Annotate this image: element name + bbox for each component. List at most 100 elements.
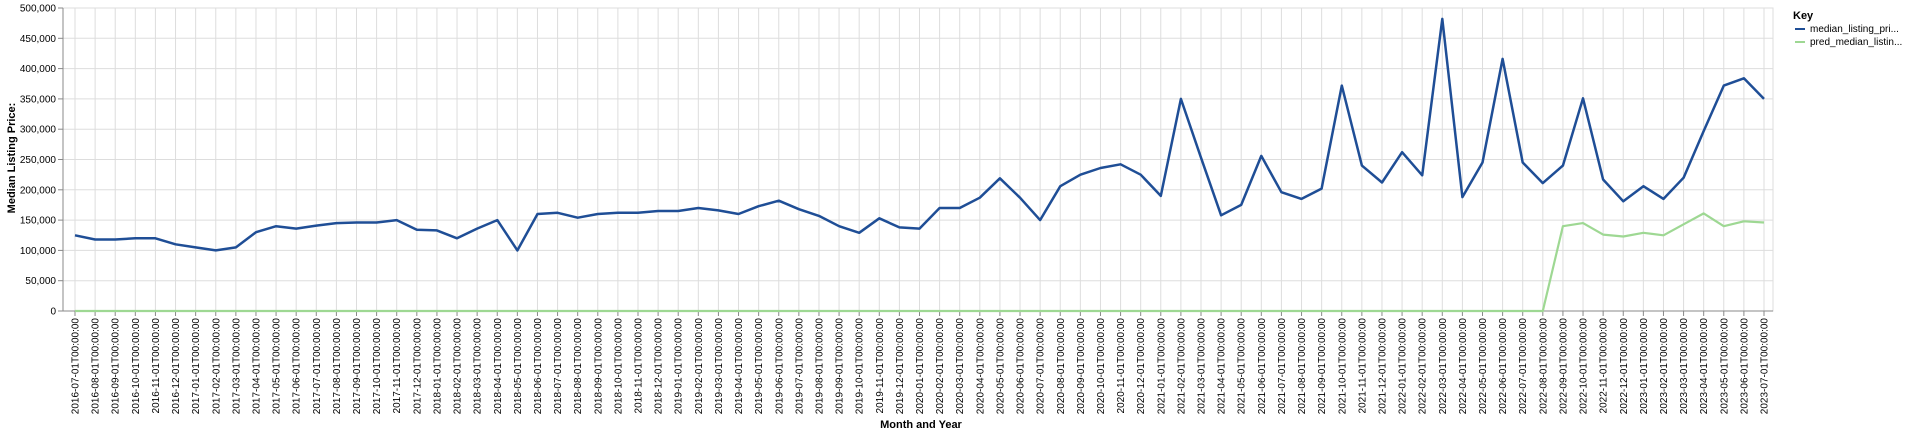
y-tick-label: 300,000 <box>20 125 57 136</box>
x-tick-label: 2022-05-01T00:00:00 <box>1478 318 1489 415</box>
x-tick-label: 2023-02-01T00:00:00 <box>1659 318 1670 415</box>
x-tick-label: 2021-07-01T00:00:00 <box>1277 318 1288 415</box>
x-tick-label: 2022-04-01T00:00:00 <box>1458 318 1469 415</box>
x-tick-label: 2020-07-01T00:00:00 <box>1036 318 1047 415</box>
x-tick-label: 2021-09-01T00:00:00 <box>1317 318 1328 415</box>
x-tick-label: 2021-11-01T00:00:00 <box>1357 318 1368 414</box>
x-tick-label: 2018-09-01T00:00:00 <box>593 318 604 415</box>
x-tick-label: 2021-04-01T00:00:00 <box>1217 318 1228 415</box>
x-tick-label: 2020-08-01T00:00:00 <box>1056 318 1067 415</box>
x-tick-label: 2019-09-01T00:00:00 <box>835 318 846 415</box>
x-tick-label: 2019-10-01T00:00:00 <box>855 318 866 415</box>
x-tick-label: 2023-07-01T00:00:00 <box>1760 318 1771 415</box>
x-tick-label: 2021-12-01T00:00:00 <box>1377 318 1388 415</box>
x-tick-label: 2022-10-01T00:00:00 <box>1579 318 1590 415</box>
x-tick-label: 2019-12-01T00:00:00 <box>895 318 906 415</box>
x-tick-label: 2016-10-01T00:00:00 <box>131 318 142 415</box>
x-tick-label: 2017-11-01T00:00:00 <box>392 318 403 414</box>
y-tick-label: 350,000 <box>20 94 57 105</box>
x-tick-label: 2021-03-01T00:00:00 <box>1197 318 1208 415</box>
y-tick-label: 400,000 <box>20 64 57 75</box>
x-tick-label: 2019-02-01T00:00:00 <box>694 318 705 415</box>
x-tick-label: 2018-08-01T00:00:00 <box>573 318 584 415</box>
x-tick-label: 2023-05-01T00:00:00 <box>1719 318 1730 415</box>
x-tick-label: 2019-07-01T00:00:00 <box>794 318 805 415</box>
series-line-1 <box>74 17 1765 252</box>
x-tick-label: 2018-04-01T00:00:00 <box>493 318 504 415</box>
x-tick-label: 2022-11-01T00:00:00 <box>1599 318 1610 414</box>
x-tick-label: 2021-01-01T00:00:00 <box>1156 318 1167 415</box>
x-tick-label: 2016-09-01T00:00:00 <box>111 318 122 415</box>
y-tick-label: 0 <box>50 307 56 318</box>
x-tick-label: 2019-11-01T00:00:00 <box>875 318 886 414</box>
x-tick-label: 2020-04-01T00:00:00 <box>975 318 986 415</box>
grid-lines <box>62 7 1774 312</box>
x-tick-label: 2017-01-01T00:00:00 <box>191 318 202 415</box>
y-tick-label: 250,000 <box>20 155 57 166</box>
x-tick-label: 2022-07-01T00:00:00 <box>1518 318 1529 415</box>
legend: Key median_listing_pri... pred_median_lis… <box>1793 10 1902 48</box>
x-tick-label: 2016-08-01T00:00:00 <box>91 318 102 415</box>
x-tick-label: 2020-05-01T00:00:00 <box>995 318 1006 415</box>
series-line-2 <box>75 212 1765 313</box>
x-tick-label: 2020-12-01T00:00:00 <box>1136 318 1147 415</box>
x-tick-label: 2018-05-01T00:00:00 <box>513 318 524 415</box>
x-tick-label: 2019-01-01T00:00:00 <box>674 318 685 415</box>
x-tick-label: 2017-02-01T00:00:00 <box>211 318 222 415</box>
x-tick-label: 2022-08-01T00:00:00 <box>1538 318 1549 415</box>
x-tick-label: 2017-12-01T00:00:00 <box>412 318 423 415</box>
x-tick-label: 2018-11-01T00:00:00 <box>634 318 645 414</box>
x-tick-label: 2021-06-01T00:00:00 <box>1257 318 1268 415</box>
x-axis-title: Month and Year <box>880 419 962 431</box>
x-tick-label: 2022-01-01T00:00:00 <box>1398 318 1409 415</box>
x-tick-label: 2022-03-01T00:00:00 <box>1438 318 1449 415</box>
x-tick-label: 2017-04-01T00:00:00 <box>251 318 262 415</box>
x-tick-label: 2017-09-01T00:00:00 <box>352 318 363 415</box>
x-tick-label: 2016-12-01T00:00:00 <box>171 318 182 415</box>
x-tick-label: 2018-01-01T00:00:00 <box>432 318 443 415</box>
x-tick-label: 2023-04-01T00:00:00 <box>1699 318 1710 415</box>
y-tick-label: 200,000 <box>20 185 57 196</box>
x-tick-label: 2018-12-01T00:00:00 <box>654 318 665 415</box>
x-tick-label: 2021-05-01T00:00:00 <box>1237 318 1248 415</box>
x-tick-label: 2018-07-01T00:00:00 <box>553 318 564 415</box>
x-tick-label: 2018-06-01T00:00:00 <box>533 318 544 415</box>
legend-label: median_listing_pri... <box>1810 24 1899 35</box>
y-tick-label: 50,000 <box>25 276 56 287</box>
y-tick-label: 450,000 <box>20 34 57 45</box>
x-tick-label: 2017-10-01T00:00:00 <box>372 318 383 415</box>
x-tick-label: 2018-10-01T00:00:00 <box>613 318 624 415</box>
x-tick-label: 2023-06-01T00:00:00 <box>1739 318 1750 415</box>
x-tick-label: 2019-04-01T00:00:00 <box>734 318 745 415</box>
y-tick-label: 100,000 <box>20 246 57 257</box>
x-tick-label: 2020-01-01T00:00:00 <box>915 318 926 415</box>
x-tick-label: 2020-02-01T00:00:00 <box>935 318 946 415</box>
y-axis-title: Median Listing Price: <box>6 103 18 214</box>
x-tick-label: 2022-06-01T00:00:00 <box>1498 318 1509 415</box>
x-tick-label: 2020-10-01T00:00:00 <box>1096 318 1107 415</box>
x-tick-label: 2020-03-01T00:00:00 <box>955 318 966 415</box>
y-tick-label: 150,000 <box>20 216 57 227</box>
x-tick-label: 2021-02-01T00:00:00 <box>1176 318 1187 415</box>
x-tick-label: 2017-03-01T00:00:00 <box>231 318 242 415</box>
y-tick-label: 500,000 <box>20 4 57 15</box>
x-tick-label: 2022-09-01T00:00:00 <box>1558 318 1569 415</box>
x-tick-label: 2021-10-01T00:00:00 <box>1337 318 1348 415</box>
x-tick-label: 2018-02-01T00:00:00 <box>453 318 464 415</box>
legend-label: pred_median_listin... <box>1810 37 1902 48</box>
x-axis: 2016-07-01T00:00:00 2016-08-01T00:00:00 20… <box>63 310 1773 415</box>
x-tick-label: 2017-08-01T00:00:00 <box>332 318 343 415</box>
x-tick-label: 2017-06-01T00:00:00 <box>292 318 303 415</box>
x-tick-label: 2021-08-01T00:00:00 <box>1297 318 1308 415</box>
x-tick-label: 2016-11-01T00:00:00 <box>151 318 162 414</box>
x-tick-label: 2017-05-01T00:00:00 <box>272 318 283 415</box>
x-tick-label: 2019-03-01T00:00:00 <box>714 318 725 415</box>
x-tick-label: 2022-02-01T00:00:00 <box>1418 318 1429 415</box>
x-tick-label: 2023-01-01T00:00:00 <box>1639 318 1650 415</box>
x-tick-label: 2019-08-01T00:00:00 <box>814 318 825 415</box>
x-tick-label: 2017-07-01T00:00:00 <box>312 318 323 415</box>
legend-title: Key <box>1793 10 1814 22</box>
x-tick-label: 2018-03-01T00:00:00 <box>473 318 484 415</box>
x-tick-label: 2022-12-01T00:00:00 <box>1619 318 1630 415</box>
